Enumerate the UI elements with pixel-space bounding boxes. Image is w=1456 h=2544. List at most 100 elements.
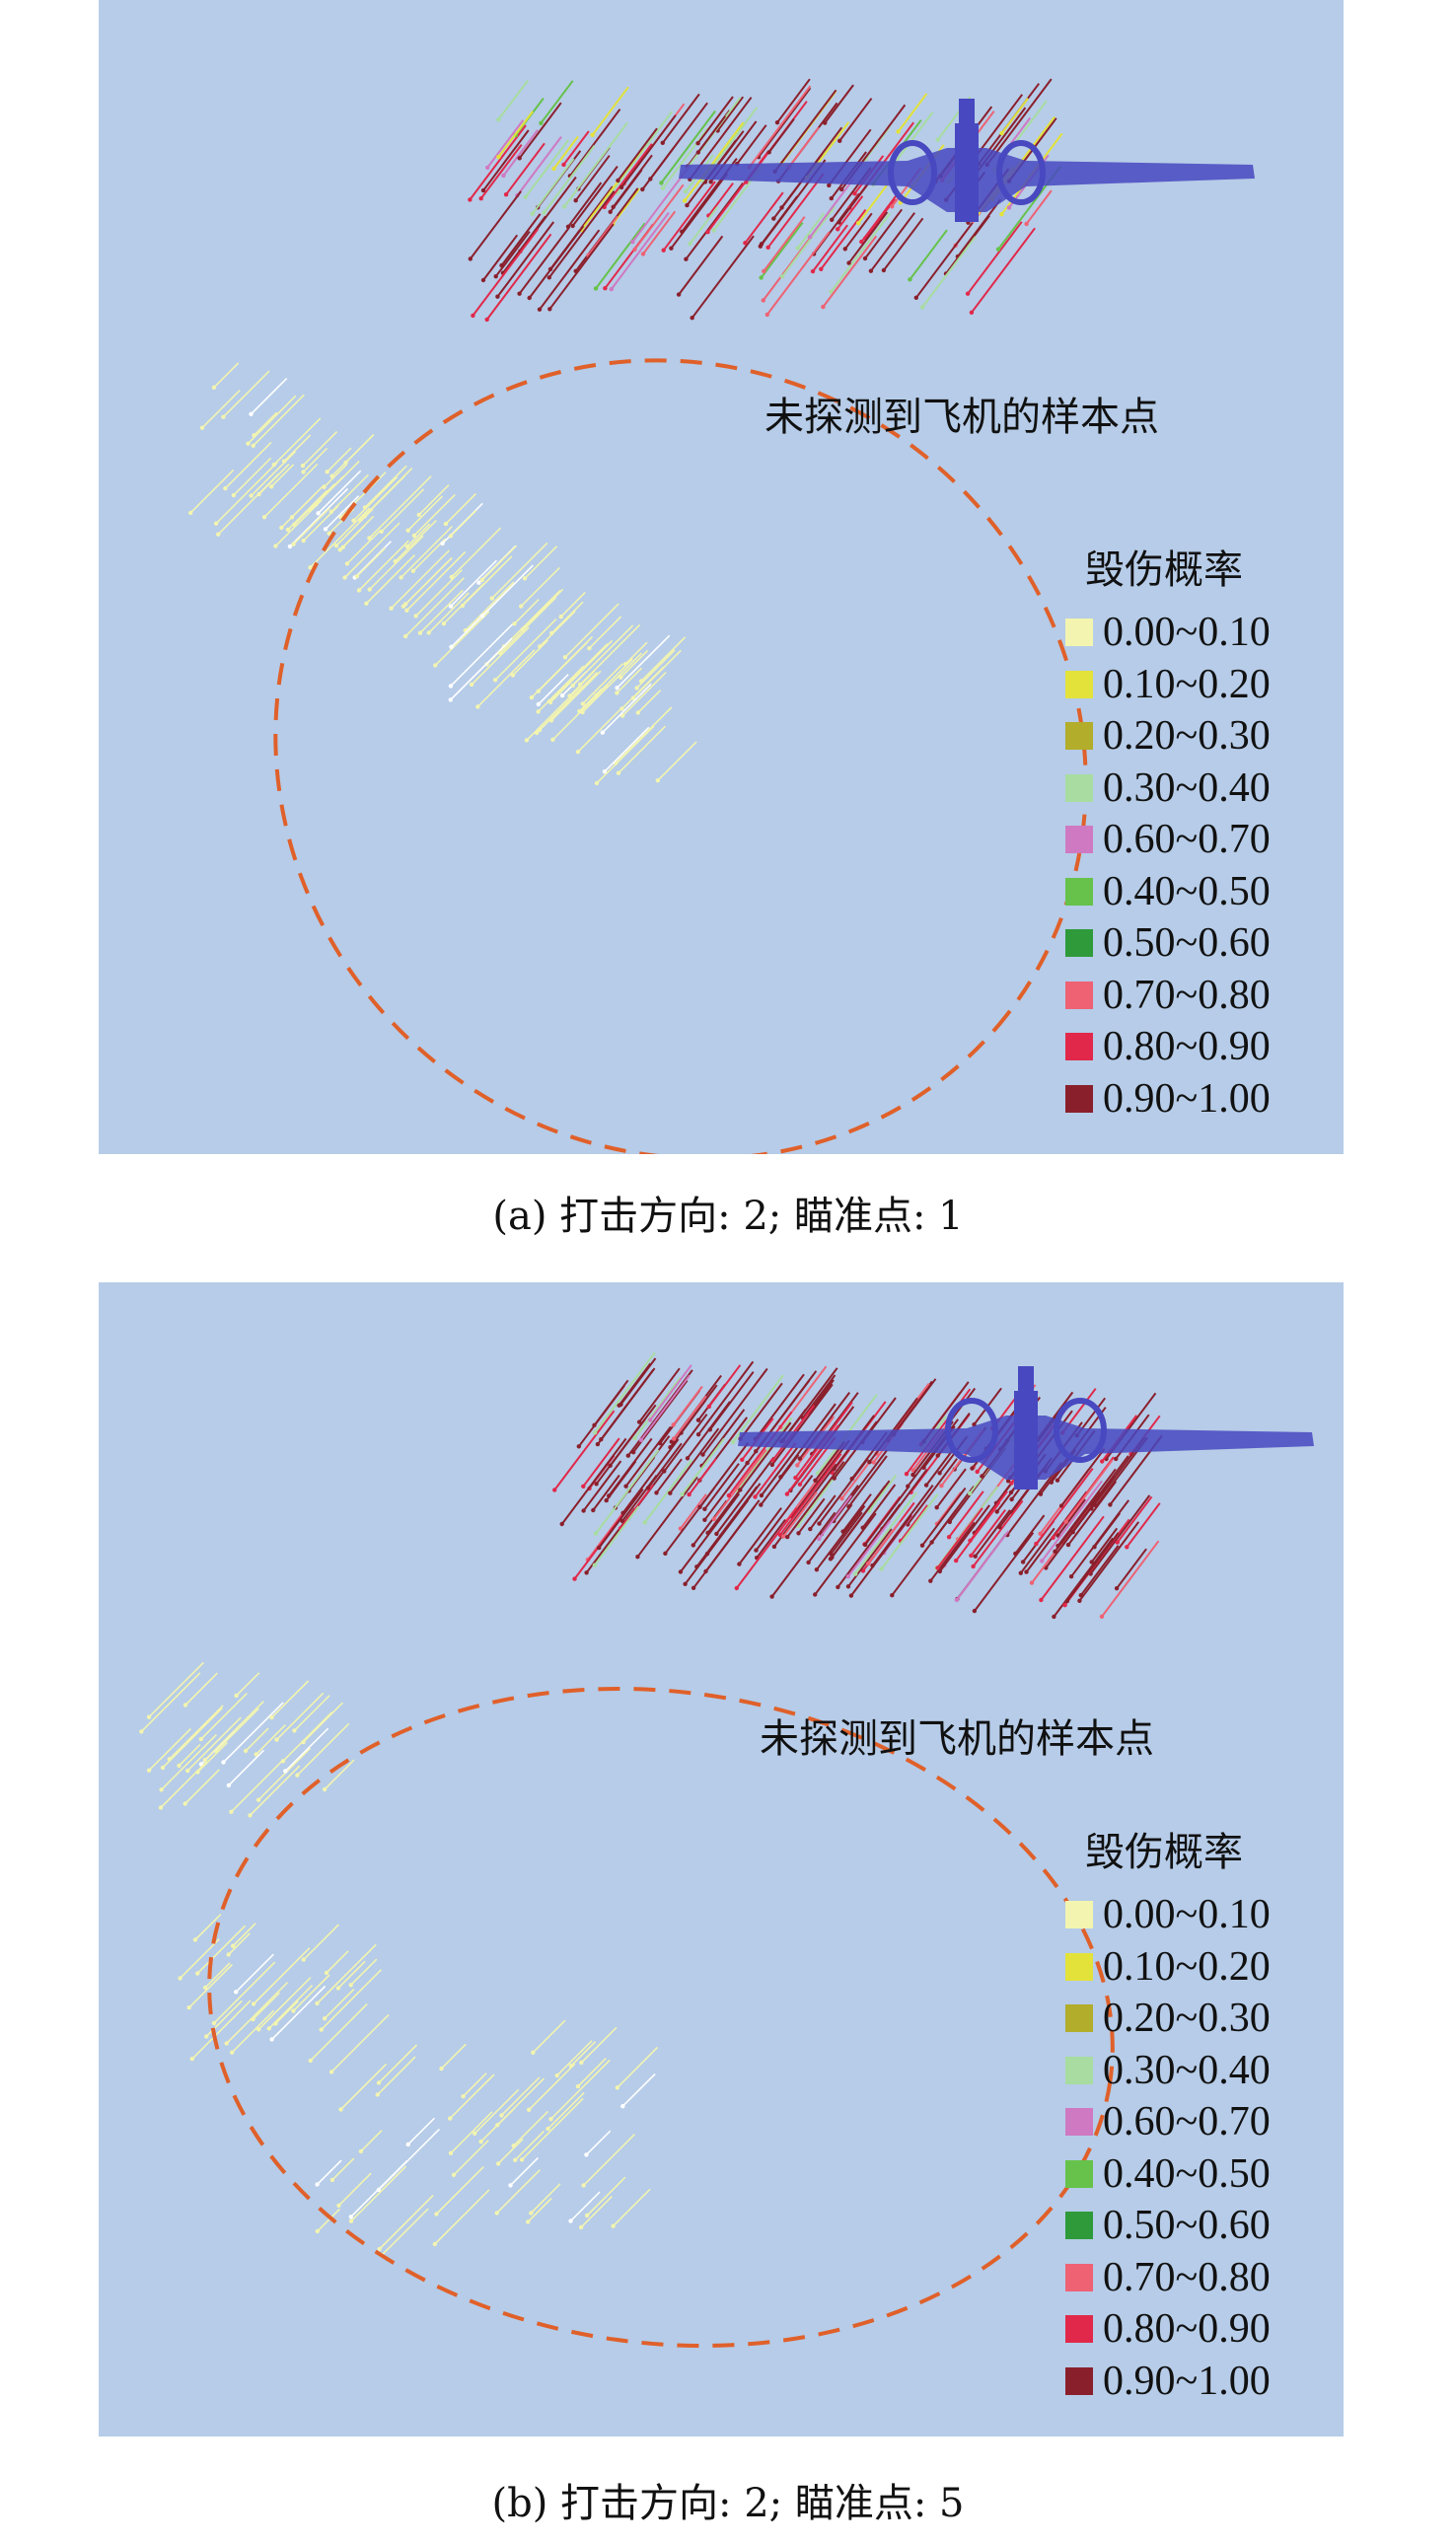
sample-point [780,1534,786,1539]
sample-point [251,2001,256,2006]
sample-point [769,1462,774,1468]
sample-point [654,1490,659,1495]
legend-label: 0.00~0.10 [1103,1892,1271,1938]
sample-line [595,1449,660,1535]
sample-point [807,235,813,240]
sample-line [418,484,450,516]
sample-point [695,1432,701,1437]
sample-line [897,93,928,132]
legend-swatch [1065,2004,1093,2033]
sample-line [339,2063,388,2111]
sample-point [849,1476,854,1482]
sample-line [620,666,665,710]
sample-point [327,531,331,536]
sample-point [868,268,874,273]
sample-line [633,1376,682,1439]
sample-line [451,527,502,578]
sample-point [426,630,431,635]
sample-point [935,1565,940,1570]
sample-line [169,1705,224,1760]
sample-point [358,2148,364,2154]
sample-point [547,307,552,312]
sample-point [1055,1478,1060,1483]
aircraft-icon [738,1366,1314,1490]
sample-point [738,1488,743,1492]
sample-line [640,1374,691,1441]
sample-line [847,1455,888,1507]
legend-swatch [1065,1901,1093,1929]
sample-line [695,1486,759,1567]
sample-line [621,672,667,717]
sample-point [443,521,449,527]
sample-line [592,1474,620,1511]
sample-point [496,116,501,122]
legend-title: 毁伤概率 [1085,1830,1243,1875]
sample-point [691,1543,695,1548]
sample-point [695,150,700,155]
sample-point [797,1482,803,1487]
sample-point [575,2083,581,2089]
sample-line [766,231,831,316]
sample-point [451,2172,457,2177]
sample-point [630,240,635,245]
sample-line [1093,1512,1121,1548]
sample-point [620,1510,625,1515]
sample-line [638,1367,681,1423]
sample-point [682,198,688,203]
sample-point [160,1765,166,1771]
sample-line [716,96,745,131]
sample-line [604,726,650,772]
sample-line [633,183,685,251]
sample-point [594,1482,599,1487]
sample-point [469,682,474,688]
sample-line [643,1459,693,1524]
sample-line [779,1453,842,1536]
sample-line [572,624,634,687]
sample-point [937,1568,942,1574]
sample-line [548,190,616,278]
sample-line [302,1702,343,1743]
sample-line [822,235,878,308]
sample-point [593,286,599,291]
sample-point [848,1593,854,1598]
sample-line [222,370,270,418]
sample-point [325,470,329,474]
sample-point [448,2150,454,2155]
sample-point [619,1402,623,1407]
sample-line [412,538,447,572]
sample-point [572,1576,577,1581]
sample-line [624,1425,672,1488]
sample-line [331,2157,355,2181]
sample-point [522,576,528,581]
sample-line [907,1458,959,1525]
sample-point [871,1460,876,1465]
sample-line [250,378,288,415]
sample-point [539,120,544,126]
sample-point [680,1491,685,1497]
sample-line [273,417,322,466]
sample-point [269,2037,274,2042]
sample-point [281,459,287,464]
sample-point [726,1492,732,1498]
sample-line [598,1489,644,1549]
sample-point [669,246,674,251]
sample-point [499,2113,504,2118]
sample-line [324,1988,355,2019]
sample-line [1116,1495,1153,1544]
sample-point [584,1570,589,1575]
sample-point [550,737,555,742]
sample-point [769,1594,774,1599]
sample-line [830,1485,887,1560]
sample-point [793,1475,798,1481]
sample-line [707,182,734,217]
sample-point [734,1585,739,1591]
sample-point [971,1563,976,1569]
sample-point [655,778,660,783]
legend-label: 0.20~0.30 [1103,1996,1271,2042]
sample-line [549,639,614,703]
sample-line [162,1708,223,1769]
sample-line [833,1449,889,1522]
sample-point [761,298,765,303]
sample-line [610,212,670,290]
sample-point [513,2157,518,2162]
